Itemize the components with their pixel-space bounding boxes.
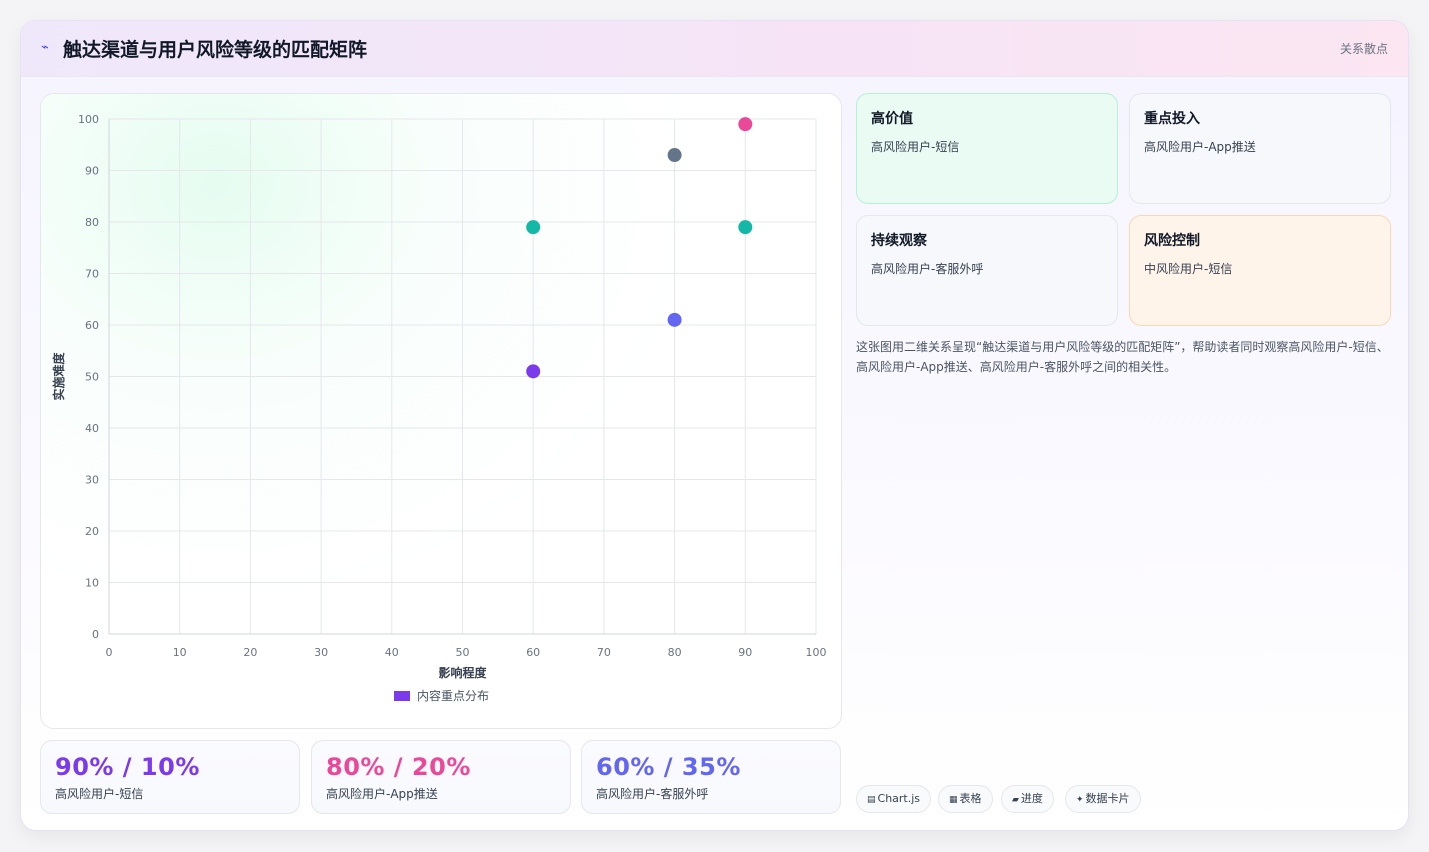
scatter-point [526, 220, 541, 235]
x-tick-label: 50 [456, 646, 470, 659]
quadrant-text: 中风险用户-短信 [1144, 262, 1233, 276]
quadrant-title: 持续观察 [871, 233, 927, 249]
tool-pill-data-card[interactable]: ✦ 数据卡片 [1065, 785, 1141, 813]
y-tick-label: 30 [85, 474, 99, 487]
legend-label: 内容重点分布 [417, 688, 489, 703]
scatter-point [526, 364, 541, 379]
stat-card: 90% / 10% 高风险用户-短信 [40, 740, 300, 814]
tool-pill-progress[interactable]: ▰ 进度 [1001, 785, 1054, 813]
scatter-point [667, 148, 682, 163]
tool-pill-chartjs[interactable]: ▤ Chart.js [856, 785, 932, 813]
table-icon: ▦ [949, 795, 958, 805]
quadrant-continuous-observation: 持续观察 高风险用户-客服外呼 [856, 215, 1118, 326]
quadrant-text: 高风险用户-客服外呼 [871, 262, 984, 276]
scatter-point [738, 117, 753, 132]
tool-label: 数据卡片 [1085, 792, 1130, 805]
x-axis-label: 影响程度 [438, 665, 487, 680]
y-tick-label: 20 [85, 525, 99, 538]
lightning-icon: ⌁ [41, 40, 49, 55]
page-title: 触达渠道与用户风险等级的匹配矩阵 [63, 39, 368, 61]
sparkle-icon: ✦ [1076, 795, 1084, 805]
chart-icon: ▤ [867, 795, 876, 805]
x-tick-label: 70 [597, 646, 611, 659]
scatter-point [667, 312, 682, 327]
y-tick-label: 80 [85, 216, 99, 229]
x-tick-label: 10 [173, 646, 187, 659]
y-tick-label: 40 [85, 422, 99, 435]
x-tick-label: 0 [106, 646, 113, 659]
stat-label: 高风险用户-短信 [55, 787, 144, 801]
quadrant-text: 高风险用户-短信 [871, 140, 960, 154]
y-tick-label: 50 [85, 371, 99, 384]
dashboard-card: ⌁ 触达渠道与用户风险等级的匹配矩阵 关系散点 0 10 20 30 40 50 60 70 8… [20, 20, 1409, 831]
quadrant-text: 高风险用户-App推送 [1144, 140, 1256, 154]
tool-label: 进度 [1020, 792, 1043, 805]
stat-value: 90% / 10% [55, 753, 200, 781]
quadrant-title: 风险控制 [1144, 233, 1200, 249]
y-tick-label: 10 [85, 577, 99, 590]
tool-label: 表格 [959, 792, 982, 805]
quadrant-key-investment: 重点投入 高风险用户-App推送 [1129, 93, 1391, 204]
quadrant-risk-control: 风险控制 中风险用户-短信 [1129, 215, 1391, 326]
scatter-point [738, 220, 753, 235]
x-tick-label: 20 [243, 646, 257, 659]
chart-type-tag: 关系散点 [1339, 42, 1388, 56]
x-tick-label: 90 [738, 646, 752, 659]
stat-card: 60% / 35% 高风险用户-客服外呼 [581, 740, 841, 814]
y-tick-label: 60 [85, 319, 99, 332]
stat-label: 高风险用户-客服外呼 [596, 787, 709, 801]
chart-panel: 0 10 20 30 40 50 60 70 80 90 100 0 10 20 30 40 50 60 70 80 9… [40, 93, 842, 729]
y-axis-label: 实施难度 [51, 352, 66, 401]
chart-description: 这张图用二维关系呈现“触达渠道与用户风险等级的匹配矩阵”，帮助读者同时观察高风险… [856, 340, 1389, 374]
quadrant-high-value: 高价值 高风险用户-短信 [856, 93, 1118, 204]
quadrant-title: 高价值 [871, 111, 913, 127]
tool-pill-table[interactable]: ▦ 表格 [938, 785, 993, 813]
quadrant-title: 重点投入 [1144, 111, 1200, 127]
stat-label: 高风险用户-App推送 [326, 787, 438, 801]
x-tick-label: 30 [314, 646, 328, 659]
x-tick-label: 100 [806, 646, 827, 659]
stat-value: 80% / 20% [326, 753, 471, 781]
y-tick-label: 70 [85, 268, 99, 281]
x-tick-label: 80 [668, 646, 682, 659]
tool-label: Chart.js [877, 792, 921, 805]
x-tick-label: 40 [385, 646, 399, 659]
stat-card: 80% / 20% 高风险用户-App推送 [311, 740, 571, 814]
stat-value: 60% / 35% [596, 753, 741, 781]
y-tick-label: 100 [78, 113, 99, 126]
x-tick-label: 60 [526, 646, 540, 659]
progress-icon: ▰ [1012, 795, 1019, 805]
legend-swatch [394, 691, 410, 701]
y-tick-label: 90 [85, 165, 99, 178]
card-header: ⌁ 触达渠道与用户风险等级的匹配矩阵 关系散点 [21, 21, 1408, 77]
scatter-chart: 0 10 20 30 40 50 60 70 80 90 100 0 10 20 30 40 50 60 70 80 9… [51, 113, 827, 703]
y-tick-label: 0 [92, 628, 99, 641]
